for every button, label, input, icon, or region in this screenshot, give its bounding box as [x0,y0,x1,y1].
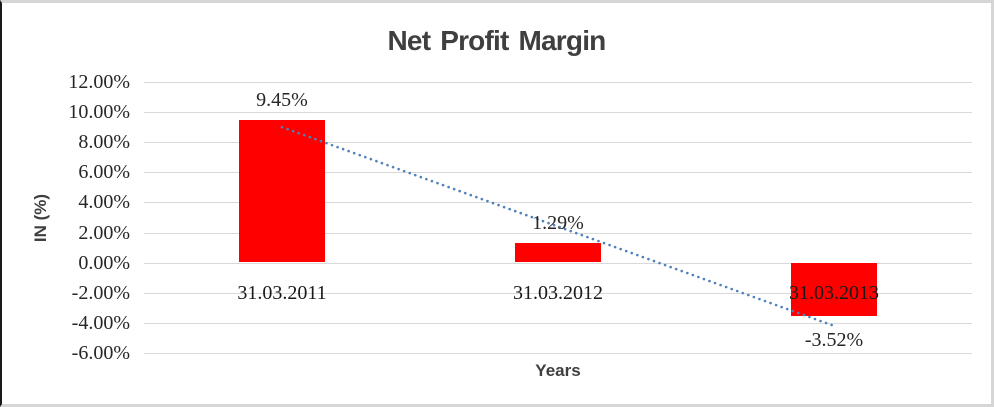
bar [515,243,601,262]
y-tick-label: -6.00% [71,342,130,364]
category-label: 31.03.2013 [789,282,879,304]
bar-data-label: 9.45% [256,89,308,111]
y-tick-label: 10.00% [68,101,130,123]
gridline [144,353,972,354]
y-tick-label: 2.00% [78,222,130,244]
trendline [280,125,836,328]
category-label: 31.03.2011 [237,282,327,304]
gridline [144,202,972,203]
y-tick-label: -2.00% [71,282,130,304]
chart-title: Net Profit Margin [387,25,607,56]
bar [791,263,877,316]
category-label: 31.03.2012 [513,282,603,304]
gridline [144,112,972,113]
gridline [144,263,972,264]
y-tick-label: 0.00% [78,252,130,274]
y-tick-label: 8.00% [78,131,130,153]
gridline [144,172,972,173]
bar-data-label: 1.29% [532,212,584,234]
gridline [144,82,972,83]
y-tick-label: 12.00% [68,71,130,93]
gridline [144,323,972,324]
gridline [144,142,972,143]
y-tick-label: -4.00% [71,312,130,334]
bar-data-label: -3.52% [804,329,864,351]
y-tick-label: 4.00% [78,191,130,213]
gridline [144,293,972,294]
x-axis-title: Years [535,361,581,380]
y-tick-label: 6.00% [78,161,130,183]
bar [239,120,325,262]
plot-area: 12.00% 10.00% 8.00% 6.00% 4.00% 2.00% 0.00% -2.… [2,3,991,404]
gridline [144,233,972,234]
